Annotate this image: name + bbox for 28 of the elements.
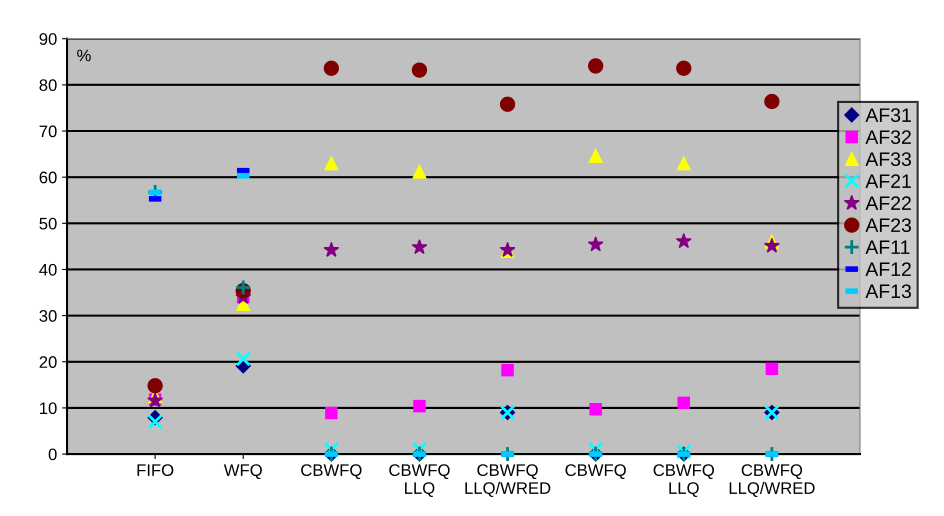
legend-label: AF32 — [865, 130, 911, 144]
x-tick-label: FIFO — [138, 464, 174, 476]
x-tick-label: CBWFQ LLQ/WRED — [730, 464, 815, 497]
y-tick-label: 50 — [39, 218, 57, 230]
legend-label: AF22 — [865, 196, 911, 210]
x-tick-label: CBWFQ — [565, 464, 626, 480]
annotation: % — [77, 50, 91, 62]
y-tick-label: 70 — [40, 125, 57, 138]
legend-label: AF33 — [865, 152, 911, 166]
y-tick-label: 10 — [40, 402, 57, 414]
y-tick-label: 60 — [40, 172, 57, 184]
legend-label: AF23 — [865, 218, 911, 232]
y-tick-label: 40 — [39, 264, 57, 276]
legend-label: AF11 — [865, 240, 910, 254]
x-tick-label: WFQ — [224, 464, 262, 480]
y-tick-label: 20 — [40, 356, 57, 368]
x-tick-label: CBWFQ — [301, 464, 362, 480]
y-tick-label: 90 — [40, 33, 57, 45]
legend-label: AF12 — [865, 262, 911, 276]
x-tick-label: CBWFQ LLQ/WRED — [465, 464, 550, 497]
legend-label: AF13 — [865, 284, 911, 298]
y-tick-label: 0 — [48, 448, 57, 460]
x-tick-label: CBWFQ LLQ — [654, 464, 714, 497]
x-tick-label: CBWFQ LLQ — [389, 464, 450, 497]
y-tick-label: 80 — [39, 79, 57, 92]
y-tick-label: 30 — [39, 310, 57, 322]
legend-label: AF21 — [865, 174, 911, 188]
legend-label: AF31 — [865, 108, 911, 122]
